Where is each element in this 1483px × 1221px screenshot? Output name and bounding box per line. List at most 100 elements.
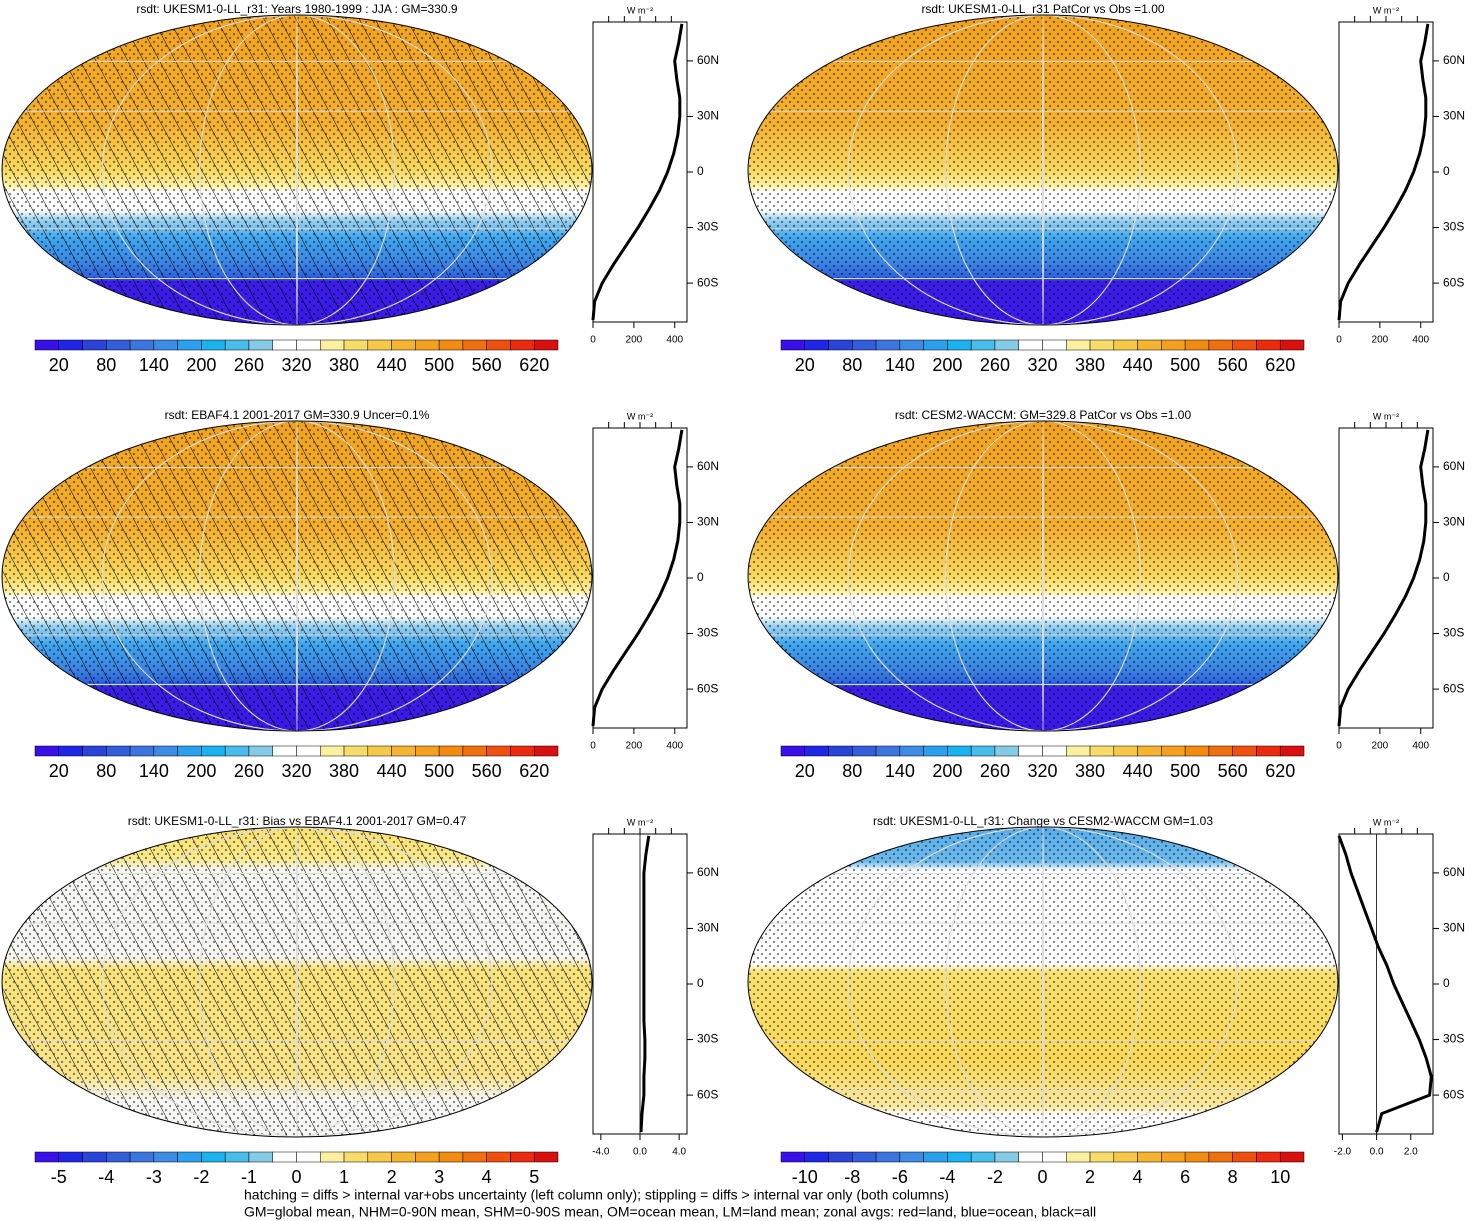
colorbar-label: 260 bbox=[234, 355, 264, 375]
x-tick-label: 0 bbox=[590, 741, 596, 752]
colorbar-box bbox=[224, 1151, 250, 1163]
map-border bbox=[1, 14, 593, 326]
x-tick-label: -4.0 bbox=[592, 1147, 610, 1158]
y-tick-label: 30S bbox=[1443, 626, 1464, 640]
y-tick-label: 30N bbox=[1443, 515, 1465, 529]
y-tick-label: 30S bbox=[697, 626, 718, 640]
colorbar-box bbox=[1089, 745, 1115, 757]
colorbar-box bbox=[1042, 1151, 1067, 1163]
meridian bbox=[847, 827, 1239, 1137]
colorbar-label: 140 bbox=[885, 355, 915, 375]
colorbar-box bbox=[1161, 1151, 1186, 1163]
colorbar-box bbox=[1279, 745, 1305, 757]
colorbar-label: 10 bbox=[1270, 1167, 1290, 1187]
colorbar-box bbox=[947, 339, 972, 351]
y-tick-label: 60S bbox=[1443, 681, 1464, 695]
colorbar-box bbox=[875, 745, 901, 757]
colorbar-box bbox=[1184, 1151, 1210, 1163]
colorbar-box bbox=[367, 1151, 392, 1163]
colorbar-box bbox=[1256, 1151, 1281, 1163]
colorbar-label: 620 bbox=[1265, 761, 1295, 781]
footnote: GM=global mean, NHM=0-90N mean, SHM=0-90… bbox=[244, 1204, 1096, 1220]
colorbar-box bbox=[224, 745, 250, 757]
colorbar-label: 4 bbox=[1133, 1167, 1143, 1187]
colorbar-box bbox=[82, 339, 107, 351]
zonal-line bbox=[1337, 835, 1433, 1133]
colorbar-label: -2 bbox=[987, 1167, 1003, 1187]
colorbar-label: 20 bbox=[49, 355, 69, 375]
map-border bbox=[747, 14, 1339, 326]
colorbar-box bbox=[923, 745, 948, 757]
colorbar-box bbox=[533, 339, 559, 351]
x-tick-label: 0.0 bbox=[633, 1147, 647, 1158]
x-tick-label: 400 bbox=[1412, 741, 1429, 752]
colorbar-label: 140 bbox=[139, 355, 169, 375]
colorbar-box bbox=[248, 339, 273, 351]
colorbar-box bbox=[828, 339, 853, 351]
colorbar-box bbox=[34, 339, 60, 351]
colorbar-box bbox=[58, 745, 83, 757]
y-tick-label: 0 bbox=[1443, 164, 1450, 178]
panel-title: rsdt: UKESM1-0-LL_r31 PatCor vs Obs =1.0… bbox=[921, 2, 1164, 16]
x-tick-label: 400 bbox=[1412, 335, 1429, 346]
colorbar-box bbox=[1184, 339, 1210, 351]
colorbar-box bbox=[804, 745, 829, 757]
colorbar-label: 260 bbox=[234, 761, 264, 781]
colorbar-box bbox=[875, 1151, 901, 1163]
colorbar-box bbox=[1232, 745, 1257, 757]
colorbar-box bbox=[438, 339, 464, 351]
colorbar-box bbox=[1279, 1151, 1305, 1163]
colorbar-box bbox=[1232, 339, 1257, 351]
meridian bbox=[296, 15, 298, 325]
colorbar-box bbox=[58, 1151, 83, 1163]
y-tick-label: 60S bbox=[1443, 275, 1464, 289]
map-overlay bbox=[2, 827, 592, 1137]
colorbar-box bbox=[1208, 339, 1233, 351]
colorbar-box bbox=[970, 745, 996, 757]
meridian bbox=[101, 421, 493, 731]
colorbar-label: 200 bbox=[932, 761, 962, 781]
colorbar-box bbox=[343, 745, 369, 757]
colorbar-label: 80 bbox=[842, 355, 862, 375]
colorbar-label: -4 bbox=[939, 1167, 955, 1187]
colorbar-box bbox=[510, 745, 535, 757]
panel-title: rsdt: EBAF4.1 2001-2017 GM=330.9 Uncer=0… bbox=[165, 408, 430, 422]
x-tick-label: 200 bbox=[1372, 335, 1389, 346]
colorbar-box bbox=[272, 1151, 297, 1163]
y-tick-label: 30S bbox=[1443, 1032, 1464, 1046]
colorbar-box bbox=[828, 1151, 853, 1163]
x-tick-label: 4.0 bbox=[672, 1147, 686, 1158]
colorbar-label: 4 bbox=[482, 1167, 492, 1187]
colorbar-box bbox=[296, 1151, 321, 1163]
y-tick-label: 60S bbox=[697, 681, 718, 695]
colorbar-label: 440 bbox=[377, 761, 407, 781]
meridian bbox=[101, 15, 493, 325]
colorbar-box bbox=[994, 1151, 1019, 1163]
zonal-line bbox=[1337, 23, 1430, 321]
colorbar-box bbox=[1018, 339, 1043, 351]
colorbar-label: 0 bbox=[1037, 1167, 1047, 1187]
colorbar-label: -1 bbox=[241, 1167, 257, 1187]
colorbar-box bbox=[343, 1151, 369, 1163]
colorbar-box bbox=[1066, 745, 1091, 757]
colorbar-box bbox=[1042, 339, 1067, 351]
colorbar-box bbox=[438, 1151, 464, 1163]
colorbar-box bbox=[177, 1151, 202, 1163]
x-tick-label: 0 bbox=[590, 335, 596, 346]
panel-title: rsdt: UKESM1-0-LL_r31: Bias vs EBAF4.1 2… bbox=[128, 814, 467, 828]
y-tick-label: 30S bbox=[1443, 220, 1464, 234]
colorbar-label: 560 bbox=[472, 761, 502, 781]
colorbar-label: -4 bbox=[98, 1167, 114, 1187]
colorbar-box bbox=[970, 1151, 996, 1163]
zonal-line bbox=[591, 429, 684, 727]
colorbar-box bbox=[1208, 745, 1233, 757]
colorbar-box bbox=[947, 745, 972, 757]
colorbar-box bbox=[1184, 745, 1210, 757]
colorbar-label: 260 bbox=[980, 761, 1010, 781]
colorbar-label: 200 bbox=[186, 355, 216, 375]
colorbar-box bbox=[1137, 339, 1162, 351]
colorbar-label: 2 bbox=[387, 1167, 397, 1187]
x-tick-label: 400 bbox=[666, 741, 683, 752]
colorbar-label: -6 bbox=[892, 1167, 908, 1187]
colorbar-box bbox=[201, 339, 226, 351]
